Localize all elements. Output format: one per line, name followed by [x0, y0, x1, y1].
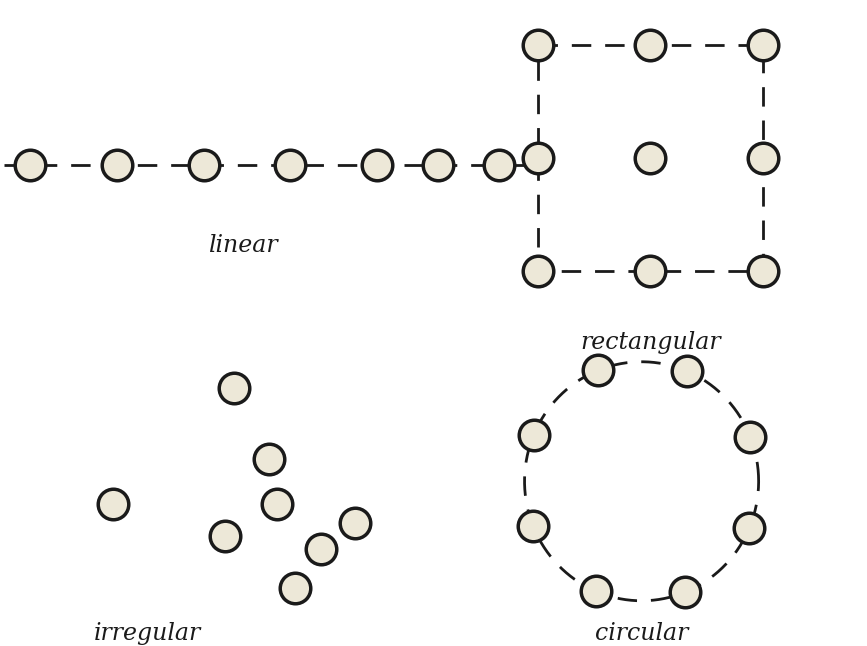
Text: rectangular: rectangular — [580, 331, 720, 354]
Text: irregular: irregular — [94, 621, 201, 645]
Text: circular: circular — [595, 621, 688, 645]
Text: linear: linear — [208, 234, 277, 257]
